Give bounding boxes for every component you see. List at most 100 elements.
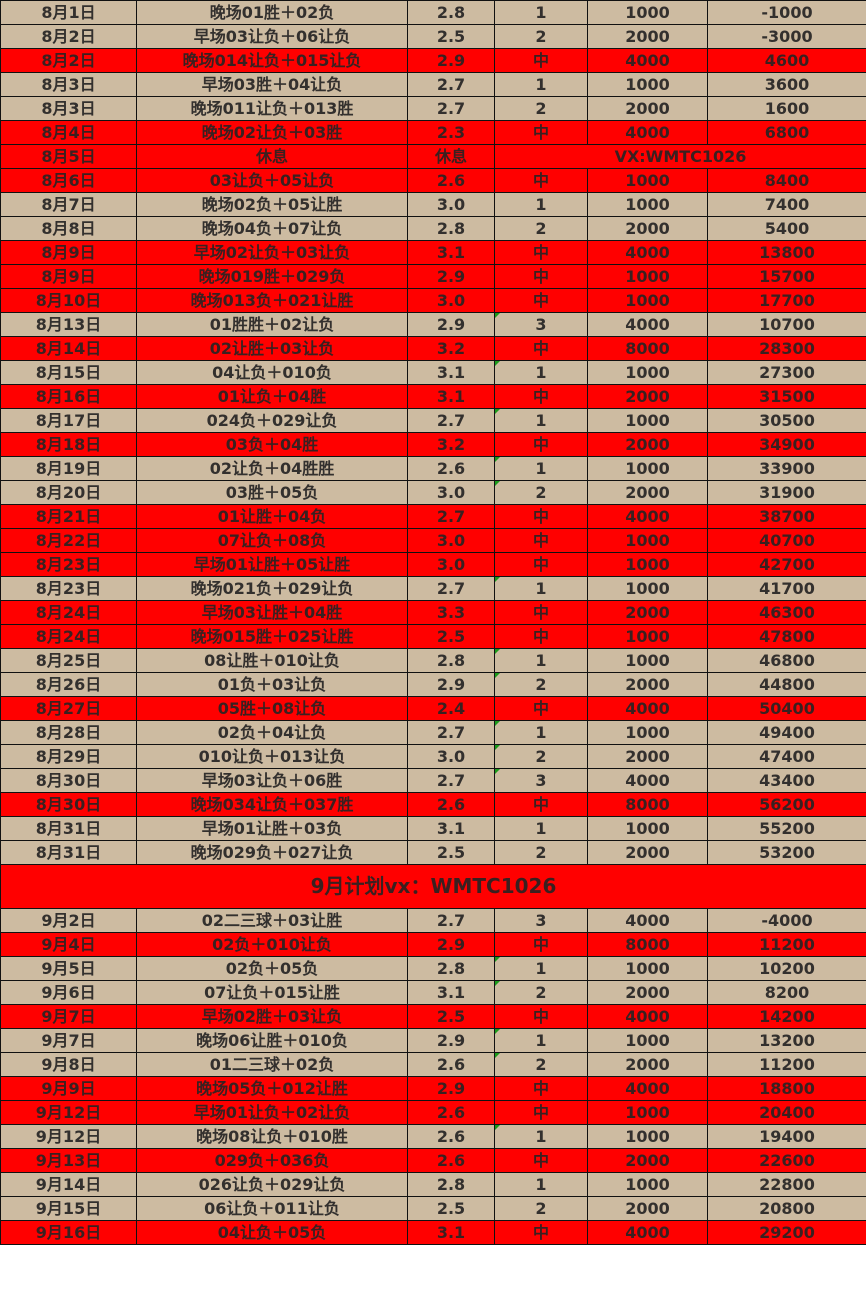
comment-marker-icon[interactable]	[495, 313, 500, 318]
comment-marker-icon[interactable]	[495, 649, 500, 654]
pick-cell: 02让胜＋03让负	[136, 336, 408, 361]
stake-cell: 2000	[587, 600, 708, 625]
comment-marker-icon[interactable]	[495, 769, 500, 774]
pick-cell: 休息	[136, 144, 408, 169]
date-cell: 8月26日	[0, 672, 137, 697]
comment-marker-icon[interactable]	[495, 457, 500, 462]
table-row: 8月17日 024负＋029让负 2.7 1 1000 30500	[0, 408, 866, 433]
stake-cell: 1000	[587, 552, 708, 577]
step-cell: 1	[494, 1124, 588, 1149]
odds-cell: 2.7	[407, 768, 495, 793]
table-row: 8月24日 晚场015胜＋025让胜 2.5 中 1000 47800	[0, 624, 866, 649]
balance-cell: -1000	[707, 0, 866, 25]
table-row: 9月16日 04让负＋05负 3.1 中 4000 29200	[0, 1220, 866, 1245]
table-row: 8月29日 010让负＋013让负 3.0 2 2000 47400	[0, 744, 866, 769]
balance-cell: 15700	[707, 264, 866, 289]
stake-cell: 1000	[587, 0, 708, 25]
date-cell: 8月4日	[0, 120, 137, 145]
odds-cell: 3.2	[407, 432, 495, 457]
step-cell: 中	[494, 48, 588, 73]
step-cell: 1	[494, 816, 588, 841]
pick-cell: 早场01让胜＋03负	[136, 816, 408, 841]
date-cell: 8月3日	[0, 96, 137, 121]
comment-marker-icon[interactable]	[495, 1125, 500, 1130]
comment-marker-icon[interactable]	[495, 673, 500, 678]
table-row: 8月20日 03胜＋05负 3.0 2 2000 31900	[0, 480, 866, 505]
comment-marker-icon[interactable]	[495, 721, 500, 726]
date-cell: 8月2日	[0, 48, 137, 73]
pick-cell: 晚场013负＋021让胜	[136, 288, 408, 313]
stake-cell: 4000	[587, 1004, 708, 1029]
balance-cell: 47800	[707, 624, 866, 649]
comment-marker-icon[interactable]	[495, 1053, 500, 1058]
odds-cell: 3.1	[407, 1220, 495, 1245]
step-cell: 1	[494, 1028, 588, 1053]
pick-cell: 晚场034让负＋037胜	[136, 792, 408, 817]
date-cell: 8月31日	[0, 840, 137, 865]
odds-cell: 2.5	[407, 1004, 495, 1029]
pick-cell: 04让负＋010负	[136, 360, 408, 385]
odds-cell: 2.8	[407, 216, 495, 241]
table-row: 8月30日 早场03让负＋06胜 2.7 3 4000 43400	[0, 768, 866, 793]
comment-marker-icon[interactable]	[495, 361, 500, 366]
stake-cell: 4000	[587, 1220, 708, 1245]
balance-cell: 13200	[707, 1028, 866, 1053]
balance-cell: 34900	[707, 432, 866, 457]
date-cell: 9月12日	[0, 1124, 137, 1149]
table-row: 9月2日 02二三球＋03让胜 2.7 3 4000 -4000	[0, 908, 866, 933]
date-cell: 9月8日	[0, 1052, 137, 1077]
balance-cell: 50400	[707, 696, 866, 721]
pick-cell: 01二三球＋02负	[136, 1052, 408, 1077]
comment-marker-icon[interactable]	[495, 577, 500, 582]
date-cell: 9月7日	[0, 1028, 137, 1053]
date-cell: 9月14日	[0, 1172, 137, 1197]
table-row: 8月22日 07让负＋08负 3.0 中 1000 40700	[0, 528, 866, 553]
comment-marker-icon[interactable]	[495, 981, 500, 986]
stake-cell: 2000	[587, 1196, 708, 1221]
pick-cell: 024负＋029让负	[136, 408, 408, 433]
comment-marker-icon[interactable]	[495, 481, 500, 486]
step-cell: 1	[494, 192, 588, 217]
pick-cell: 早场03胜＋04让负	[136, 72, 408, 97]
odds-cell: 2.6	[407, 1124, 495, 1149]
balance-cell: 10200	[707, 956, 866, 981]
stake-cell: 8000	[587, 336, 708, 361]
date-cell: 9月5日	[0, 956, 137, 981]
odds-cell: 2.9	[407, 1028, 495, 1053]
odds-cell: 2.8	[407, 0, 495, 25]
balance-cell: 28300	[707, 336, 866, 361]
pick-cell: 02负＋010让负	[136, 932, 408, 957]
odds-cell: 3.1	[407, 384, 495, 409]
odds-cell: 3.3	[407, 600, 495, 625]
date-cell: 8月21日	[0, 504, 137, 529]
step-cell: 1	[494, 720, 588, 745]
balance-cell: -4000	[707, 908, 866, 933]
step-cell: 3	[494, 312, 588, 337]
table-row: 9月9日 晚场05负＋012让胜 2.9 中 4000 18800	[0, 1076, 866, 1101]
date-cell: 8月23日	[0, 552, 137, 577]
date-cell: 9月7日	[0, 1004, 137, 1029]
date-cell: 8月17日	[0, 408, 137, 433]
pick-cell: 02让负＋04胜胜	[136, 456, 408, 481]
stake-cell: 1000	[587, 168, 708, 193]
balance-cell: 46300	[707, 600, 866, 625]
date-cell: 8月8日	[0, 216, 137, 241]
balance-cell: 46800	[707, 648, 866, 673]
table-row: 8月30日 晚场034让负＋037胜 2.6 中 8000 56200	[0, 792, 866, 817]
step-cell: 1	[494, 956, 588, 981]
table-row: 8月26日 01负＋03让负 2.9 2 2000 44800	[0, 672, 866, 697]
odds-cell: 2.8	[407, 956, 495, 981]
date-cell: 8月22日	[0, 528, 137, 553]
balance-cell: 5400	[707, 216, 866, 241]
balance-cell: 1600	[707, 96, 866, 121]
pick-cell: 03让负＋05让负	[136, 168, 408, 193]
comment-marker-icon[interactable]	[495, 1029, 500, 1034]
odds-cell: 2.4	[407, 696, 495, 721]
comment-marker-icon[interactable]	[495, 409, 500, 414]
stake-cell: 1000	[587, 648, 708, 673]
odds-cell: 2.5	[407, 624, 495, 649]
comment-marker-icon[interactable]	[495, 745, 500, 750]
stake-cell: 1000	[587, 264, 708, 289]
comment-marker-icon[interactable]	[495, 957, 500, 962]
pick-cell: 03胜＋05负	[136, 480, 408, 505]
